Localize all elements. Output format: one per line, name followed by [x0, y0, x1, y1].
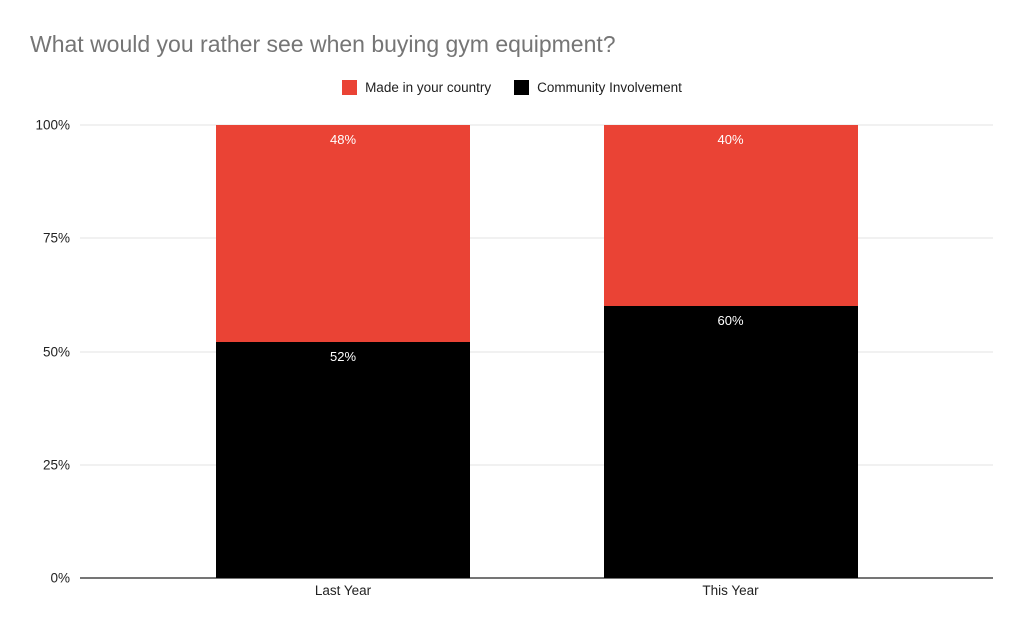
y-tick-label-0-: 0% — [50, 570, 70, 586]
y-tick-label-50-: 50% — [42, 344, 70, 359]
legend-swatch-black — [514, 79, 530, 95]
segment-this-year-community-involvement[interactable]: 60% — [603, 306, 858, 578]
gridline-50- — [80, 351, 993, 352]
data-label-this-year-community-involvement: 60% — [717, 313, 744, 329]
legend-item-community-involvement[interactable]: Community Involvement — [514, 79, 682, 95]
data-label-this-year-made-in-your-country: 40% — [717, 132, 744, 147]
y-tick-label-75-: 75% — [42, 230, 70, 246]
plot-area: 48% 52% 40% 60% — [80, 124, 993, 579]
y-tick-label-100-: 100% — [35, 117, 70, 133]
gridline-100- — [80, 124, 993, 126]
x-tick-label-last-year: Last Year — [314, 583, 372, 598]
segment-last-year-made-in-your-country[interactable]: 48% — [216, 125, 470, 343]
legend-label-community-involvement: Community Involvement — [537, 79, 682, 95]
y-axis: 0% 25% 50% 75% 100% — [0, 118, 70, 586]
gridline-75- — [80, 237, 993, 239]
legend-label-made-in-your-country: Made in your country — [365, 79, 492, 95]
legend-swatch-red — [342, 79, 358, 95]
bar-this-year: 40% 60% — [603, 125, 858, 578]
data-label-last-year-community-involvement: 52% — [329, 349, 357, 365]
legend: Made in your country Community Involveme… — [0, 78, 1024, 96]
x-axis: Last Year This Year — [80, 583, 993, 603]
y-tick-label-25-: 25% — [42, 457, 70, 473]
segment-this-year-made-in-your-country[interactable]: 40% — [603, 125, 858, 307]
x-tick-label-this-year: This Year — [702, 583, 759, 598]
legend-item-made-in-your-country[interactable]: Made in your country — [342, 79, 492, 95]
gridline-25- — [80, 464, 993, 466]
chart-title: What would you rather see when buying gy… — [30, 31, 616, 57]
x-axis-baseline — [80, 577, 993, 579]
data-label-last-year-made-in-your-country: 48% — [329, 132, 357, 147]
bar-last-year: 48% 52% — [216, 125, 470, 578]
segment-last-year-community-involvement[interactable]: 52% — [216, 342, 470, 578]
